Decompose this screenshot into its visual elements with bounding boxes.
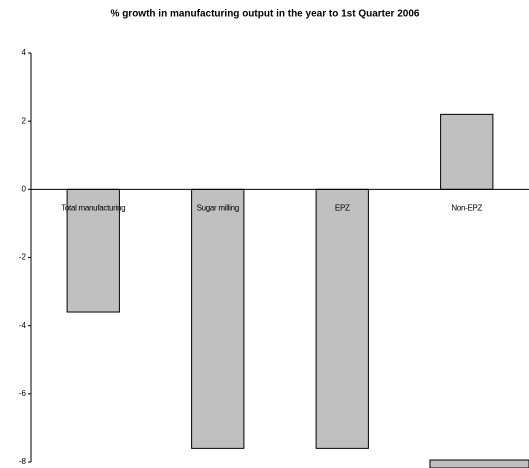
y-tick-label: 2 bbox=[22, 116, 27, 125]
x-tick-label: Sugar milling bbox=[197, 203, 239, 212]
y-tick-label: 4 bbox=[22, 48, 27, 57]
x-tick-label: Non-EPZ bbox=[451, 203, 482, 212]
bar bbox=[191, 188, 245, 449]
x-tick-label: EPZ bbox=[335, 203, 350, 212]
y-tick-label: 0 bbox=[22, 184, 27, 193]
bar bbox=[315, 188, 369, 449]
y-tick-label: -4 bbox=[19, 321, 27, 330]
y-tick-label: -8 bbox=[19, 457, 27, 466]
chart-title: % growth in manufacturing output in the … bbox=[111, 9, 420, 20]
x-tick-label: Total manufacturing bbox=[61, 203, 125, 212]
y-tick-label: -2 bbox=[19, 253, 27, 262]
y-tick-label: -6 bbox=[19, 389, 27, 398]
bar bbox=[440, 113, 494, 190]
legend-box bbox=[429, 459, 529, 468]
bar bbox=[66, 188, 120, 313]
